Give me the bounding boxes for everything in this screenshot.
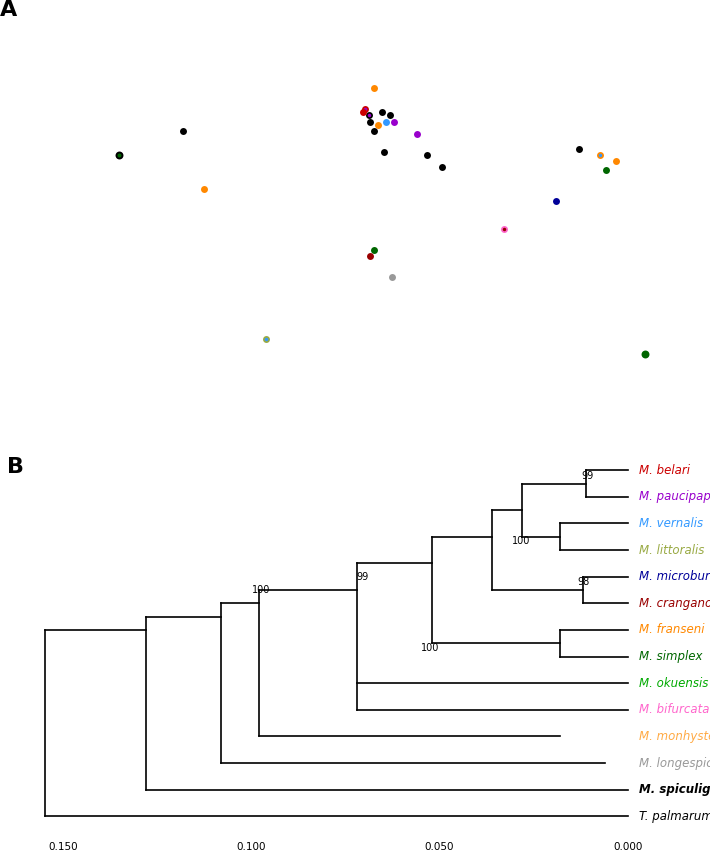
Text: M. microbursaris: M. microbursaris — [639, 570, 710, 584]
Text: M. belari: M. belari — [639, 463, 690, 477]
Text: M. cranganorensis: M. cranganorensis — [639, 596, 710, 610]
Text: M. monhystera: M. monhystera — [639, 730, 710, 743]
Text: 100: 100 — [511, 536, 530, 546]
Text: M. simplex: M. simplex — [639, 650, 702, 663]
Text: M. paucipapillata: M. paucipapillata — [639, 490, 710, 504]
Text: B: B — [7, 457, 24, 477]
Text: 99: 99 — [581, 471, 594, 481]
Text: T. palmarum: T. palmarum — [639, 809, 710, 823]
Text: 0.000: 0.000 — [613, 842, 643, 852]
Text: M. longespiculosa: M. longespiculosa — [639, 757, 710, 769]
Text: M. bifurcata: M. bifurcata — [639, 703, 709, 717]
Text: A: A — [0, 0, 17, 20]
Text: M. littoralis: M. littoralis — [639, 544, 704, 556]
Text: 0.050: 0.050 — [425, 842, 454, 852]
Text: 99: 99 — [356, 572, 368, 582]
Text: 98: 98 — [578, 578, 590, 587]
Text: 100: 100 — [421, 642, 439, 653]
Text: M. franseni: M. franseni — [639, 624, 704, 636]
Text: M. vernalis: M. vernalis — [639, 517, 703, 530]
Text: 100: 100 — [252, 585, 271, 596]
Text: 0.150: 0.150 — [49, 842, 78, 852]
Text: 0.100: 0.100 — [237, 842, 266, 852]
Text: M. spiculigera: M. spiculigera — [639, 783, 710, 797]
Text: M. okuensis: M. okuensis — [639, 676, 709, 690]
